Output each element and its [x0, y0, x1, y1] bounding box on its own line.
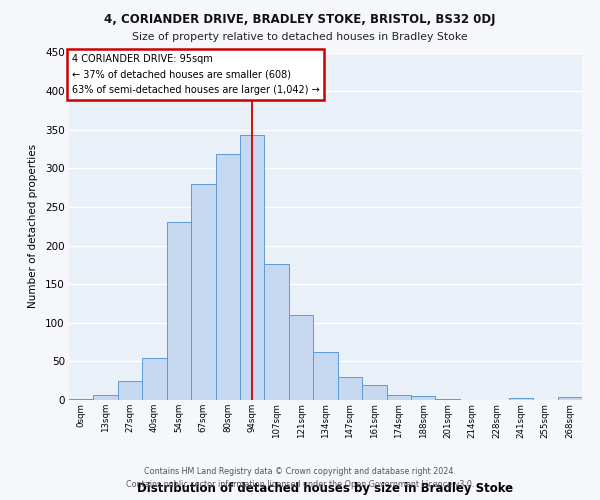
Bar	[69, 399, 94, 400]
Bar	[94, 396, 118, 400]
Text: Contains HM Land Registry data © Crown copyright and database right 2024.
Contai: Contains HM Land Registry data © Crown c…	[126, 468, 474, 489]
Bar	[265, 264, 289, 400]
Bar	[411, 396, 436, 400]
Bar	[386, 396, 411, 400]
Bar	[313, 352, 338, 400]
Bar	[509, 398, 533, 400]
Bar	[362, 384, 386, 400]
Text: 4, CORIANDER DRIVE, BRADLEY STOKE, BRISTOL, BS32 0DJ: 4, CORIANDER DRIVE, BRADLEY STOKE, BRIST…	[104, 12, 496, 26]
Bar	[338, 377, 362, 400]
Bar	[118, 380, 142, 400]
Y-axis label: Number of detached properties: Number of detached properties	[28, 144, 38, 308]
Text: 4 CORIANDER DRIVE: 95sqm
← 37% of detached houses are smaller (608)
63% of semi-: 4 CORIANDER DRIVE: 95sqm ← 37% of detach…	[71, 54, 319, 96]
Bar	[240, 135, 265, 400]
Bar	[191, 184, 215, 400]
Bar	[167, 222, 191, 400]
Bar	[215, 154, 240, 400]
Bar	[142, 358, 167, 400]
Bar	[436, 399, 460, 400]
Bar	[557, 397, 582, 400]
Text: Size of property relative to detached houses in Bradley Stoke: Size of property relative to detached ho…	[132, 32, 468, 42]
Bar	[289, 315, 313, 400]
X-axis label: Distribution of detached houses by size in Bradley Stoke: Distribution of detached houses by size …	[137, 482, 514, 495]
